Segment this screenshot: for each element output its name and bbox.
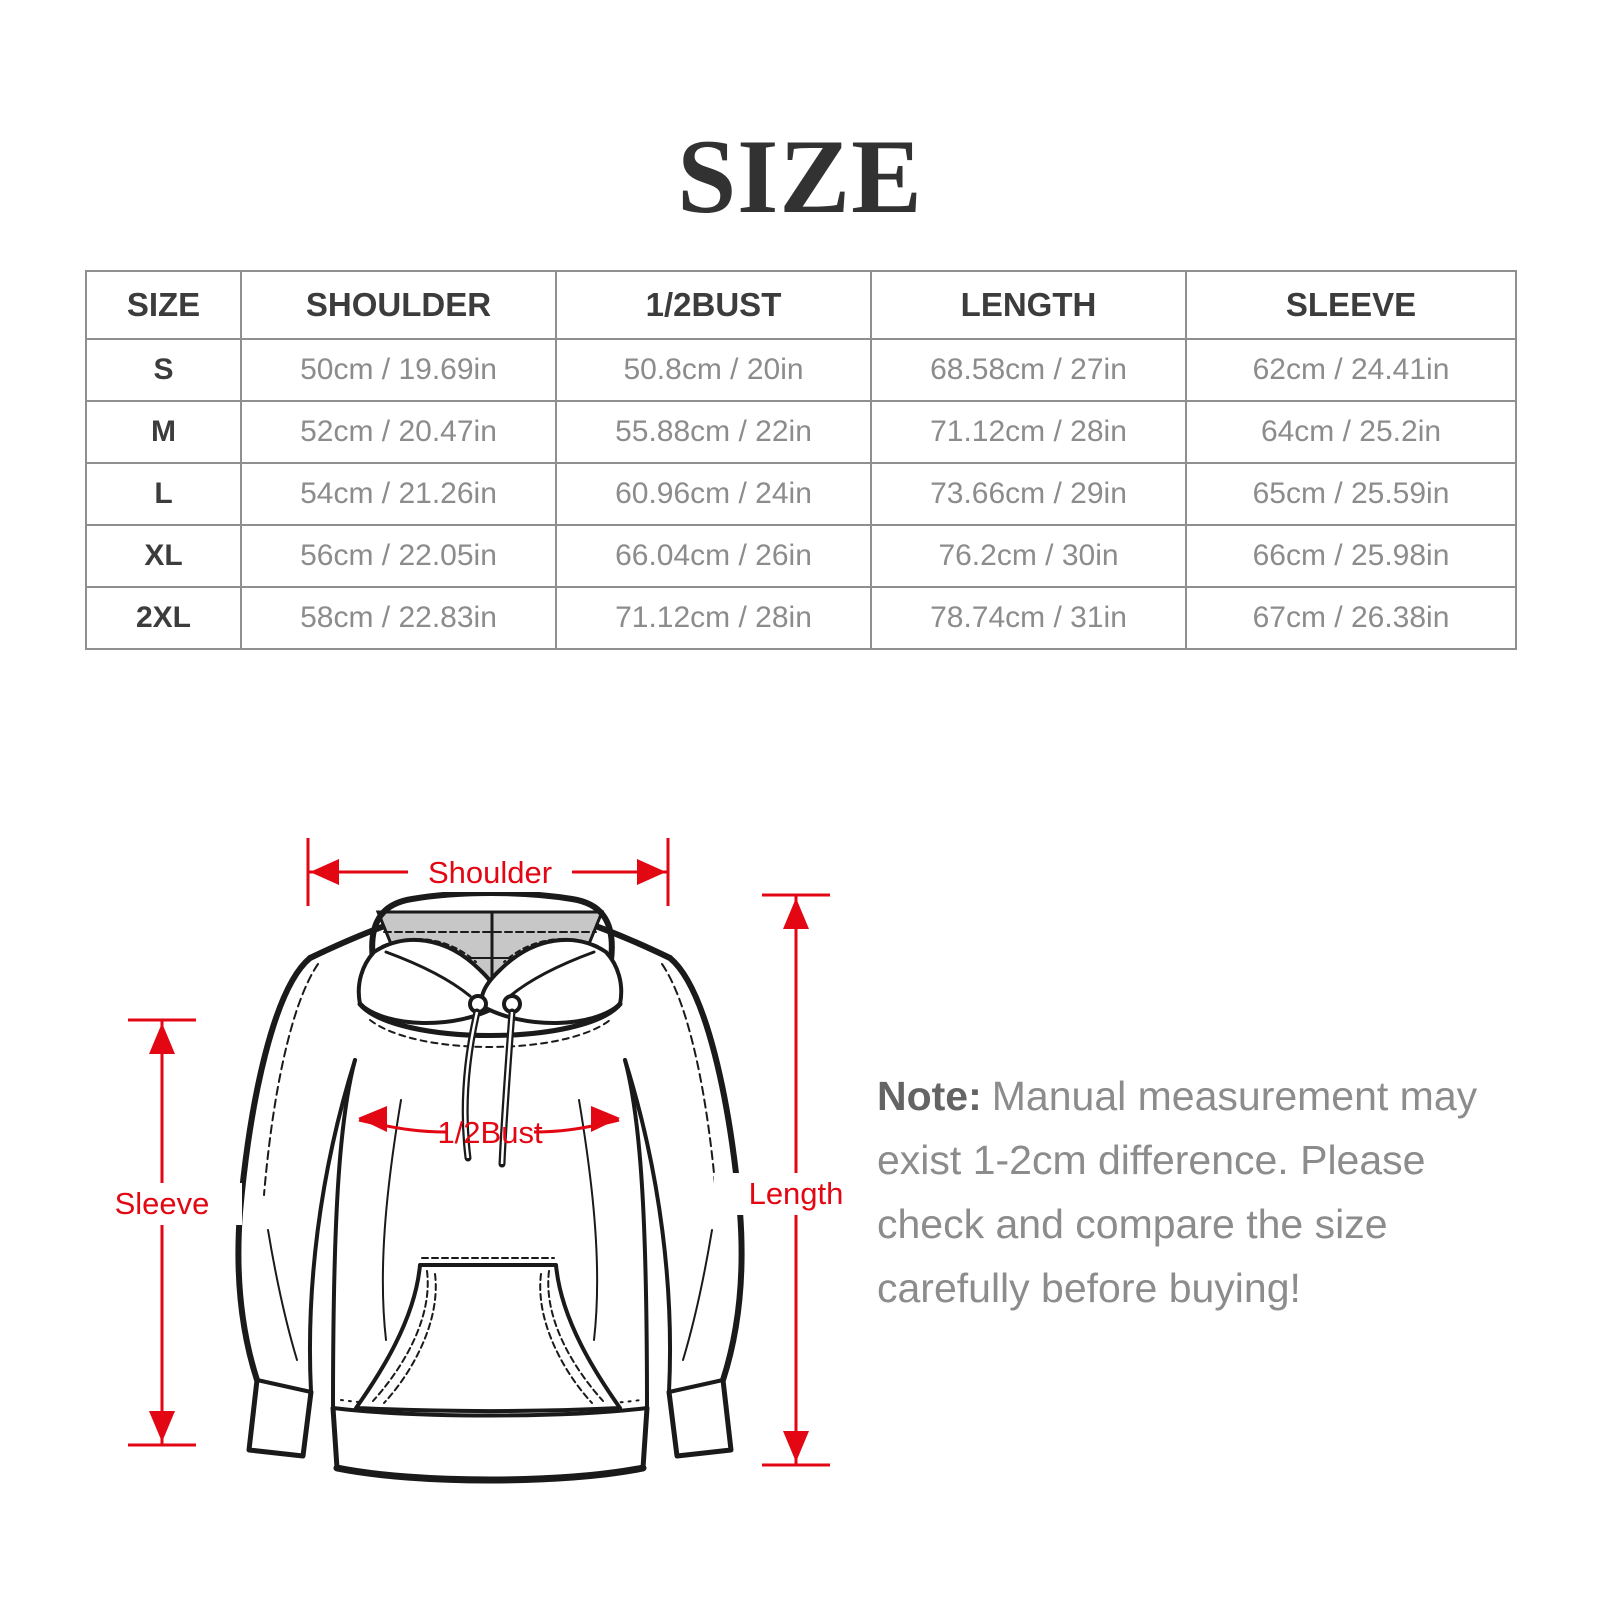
- table-row: S 50cm / 19.69in 50.8cm / 20in 68.58cm /…: [85, 338, 1517, 402]
- torso-left-edge: [331, 1058, 357, 1410]
- length-cell: 76.2cm / 30in: [870, 524, 1187, 588]
- hoodie-measurement-diagram: Shoulder Sleeve Length 1/2Bust: [56, 800, 878, 1560]
- bust-cell: 50.8cm / 20in: [555, 338, 872, 402]
- length-cell: 71.12cm / 28in: [870, 400, 1187, 464]
- sleeve-cell: 67cm / 26.38in: [1185, 586, 1517, 650]
- col-header-shoulder: SHOULDER: [240, 270, 557, 340]
- bust-arrow: 1/2Bust: [358, 1106, 620, 1150]
- table-row: 2XL 58cm / 22.83in 71.12cm / 28in 78.74c…: [85, 586, 1517, 650]
- left-cuff-top-line: [255, 1378, 313, 1394]
- length-arrow: Length: [714, 893, 878, 1467]
- kangaroo-pocket: [354, 1263, 622, 1413]
- right-shoulder-line: [587, 921, 673, 961]
- right-sleeve-crease: [682, 1229, 713, 1361]
- shoulder-measure-label: Shoulder: [428, 855, 552, 890]
- left-sleeve-crease: [267, 1229, 298, 1361]
- left-sleeve-inner-line: [307, 1058, 357, 1394]
- pocket-left-stitch-outer: [372, 1270, 429, 1402]
- note-label: Note:: [877, 1073, 982, 1119]
- size-cell: S: [85, 338, 242, 402]
- bust-cell: 55.88cm / 22in: [555, 400, 872, 464]
- col-header-bust: 1/2BUST: [555, 270, 872, 340]
- sleeve-cell: 62cm / 24.41in: [1185, 338, 1517, 402]
- collar-left-stitch: [381, 938, 477, 963]
- col-header-sleeve: SLEEVE: [1185, 270, 1517, 340]
- table-row: M 52cm / 20.47in 55.88cm / 22in 71.12cm …: [85, 400, 1517, 464]
- left-drawstring-highlight: [463, 1011, 479, 1159]
- measurement-note: Note: Manual measurement may exist 1-2cm …: [877, 1064, 1499, 1320]
- note-text: Manual measurement may exist 1-2cm diffe…: [877, 1073, 1478, 1311]
- pocket-left-stitch-inner: [383, 1273, 437, 1404]
- size-cell: M: [85, 400, 242, 464]
- shoulder-cell: 52cm / 20.47in: [240, 400, 557, 464]
- length-cell: 78.74cm / 31in: [870, 586, 1187, 650]
- right-drawstring-highlight: [500, 1011, 514, 1165]
- right-sleeve-inner-line: [623, 1058, 673, 1394]
- left-sleeve-outline: [235, 955, 313, 1383]
- hem-bottom-line: [333, 1464, 647, 1484]
- hem-top-line: [331, 1406, 649, 1418]
- bust-cell: 71.12cm / 28in: [555, 586, 872, 650]
- hoodie-line-art: [235, 890, 745, 1484]
- page-title: SIZE: [677, 118, 923, 235]
- pocket-right-stitch-outer: [547, 1270, 604, 1402]
- collar-bottom-stitch: [369, 1019, 611, 1048]
- collar-right-stitch: [503, 938, 599, 963]
- table-row: XL 56cm / 22.05in 66.04cm / 26in 76.2cm …: [85, 524, 1517, 588]
- bust-measure-label: 1/2Bust: [437, 1115, 543, 1150]
- collar-left-fold-line: [384, 950, 472, 998]
- table-header-row: SIZE SHOULDER 1/2BUST LENGTH SLEEVE: [85, 270, 1517, 340]
- left-body-crease: [381, 1099, 402, 1341]
- col-header-length: LENGTH: [870, 270, 1187, 340]
- size-cell: L: [85, 462, 242, 526]
- bust-cell: 66.04cm / 26in: [555, 524, 872, 588]
- left-armhole-stitch: [263, 963, 319, 1196]
- shoulder-cell: 58cm / 22.83in: [240, 586, 557, 650]
- length-cell: 68.58cm / 27in: [870, 338, 1187, 402]
- sleeve-arrow: Sleeve: [82, 1018, 242, 1447]
- shoulder-arrow: Shoulder: [306, 838, 670, 906]
- col-header-size: SIZE: [85, 270, 242, 340]
- hood-top-rim: [369, 890, 615, 963]
- sleeve-measure-label: Sleeve: [115, 1186, 210, 1221]
- hem-right-edge: [640, 1405, 650, 1471]
- shoulder-cell: 54cm / 21.26in: [240, 462, 557, 526]
- size-table: SIZE SHOULDER 1/2BUST LENGTH SLEEVE S 50…: [85, 270, 1517, 650]
- shoulder-cell: 50cm / 19.69in: [240, 338, 557, 402]
- length-measure-label: Length: [749, 1176, 844, 1211]
- sleeve-cell: 64cm / 25.2in: [1185, 400, 1517, 464]
- size-cell: XL: [85, 524, 242, 588]
- right-cuff: [666, 1377, 734, 1459]
- torso-right-edge: [623, 1058, 649, 1410]
- sleeve-cell: 66cm / 25.98in: [1185, 524, 1517, 588]
- bust-cell: 60.96cm / 24in: [555, 462, 872, 526]
- right-body-crease: [578, 1099, 599, 1341]
- right-armhole-stitch: [661, 963, 717, 1196]
- collar-bottom-curve: [357, 1001, 623, 1038]
- left-shoulder-line: [307, 921, 393, 961]
- size-cell: 2XL: [85, 586, 242, 650]
- sleeve-cell: 65cm / 25.59in: [1185, 462, 1517, 526]
- pocket-right-stitch-inner: [539, 1273, 593, 1404]
- collar-right-fold-line: [508, 950, 596, 998]
- shoulder-cell: 56cm / 22.05in: [240, 524, 557, 588]
- table-row: L 54cm / 21.26in 60.96cm / 24in 73.66cm …: [85, 462, 1517, 526]
- length-cell: 73.66cm / 29in: [870, 462, 1187, 526]
- right-cuff-top-line: [667, 1378, 725, 1394]
- left-cuff: [246, 1377, 314, 1459]
- hem-left-edge: [330, 1405, 340, 1471]
- right-sleeve-outline: [667, 955, 745, 1383]
